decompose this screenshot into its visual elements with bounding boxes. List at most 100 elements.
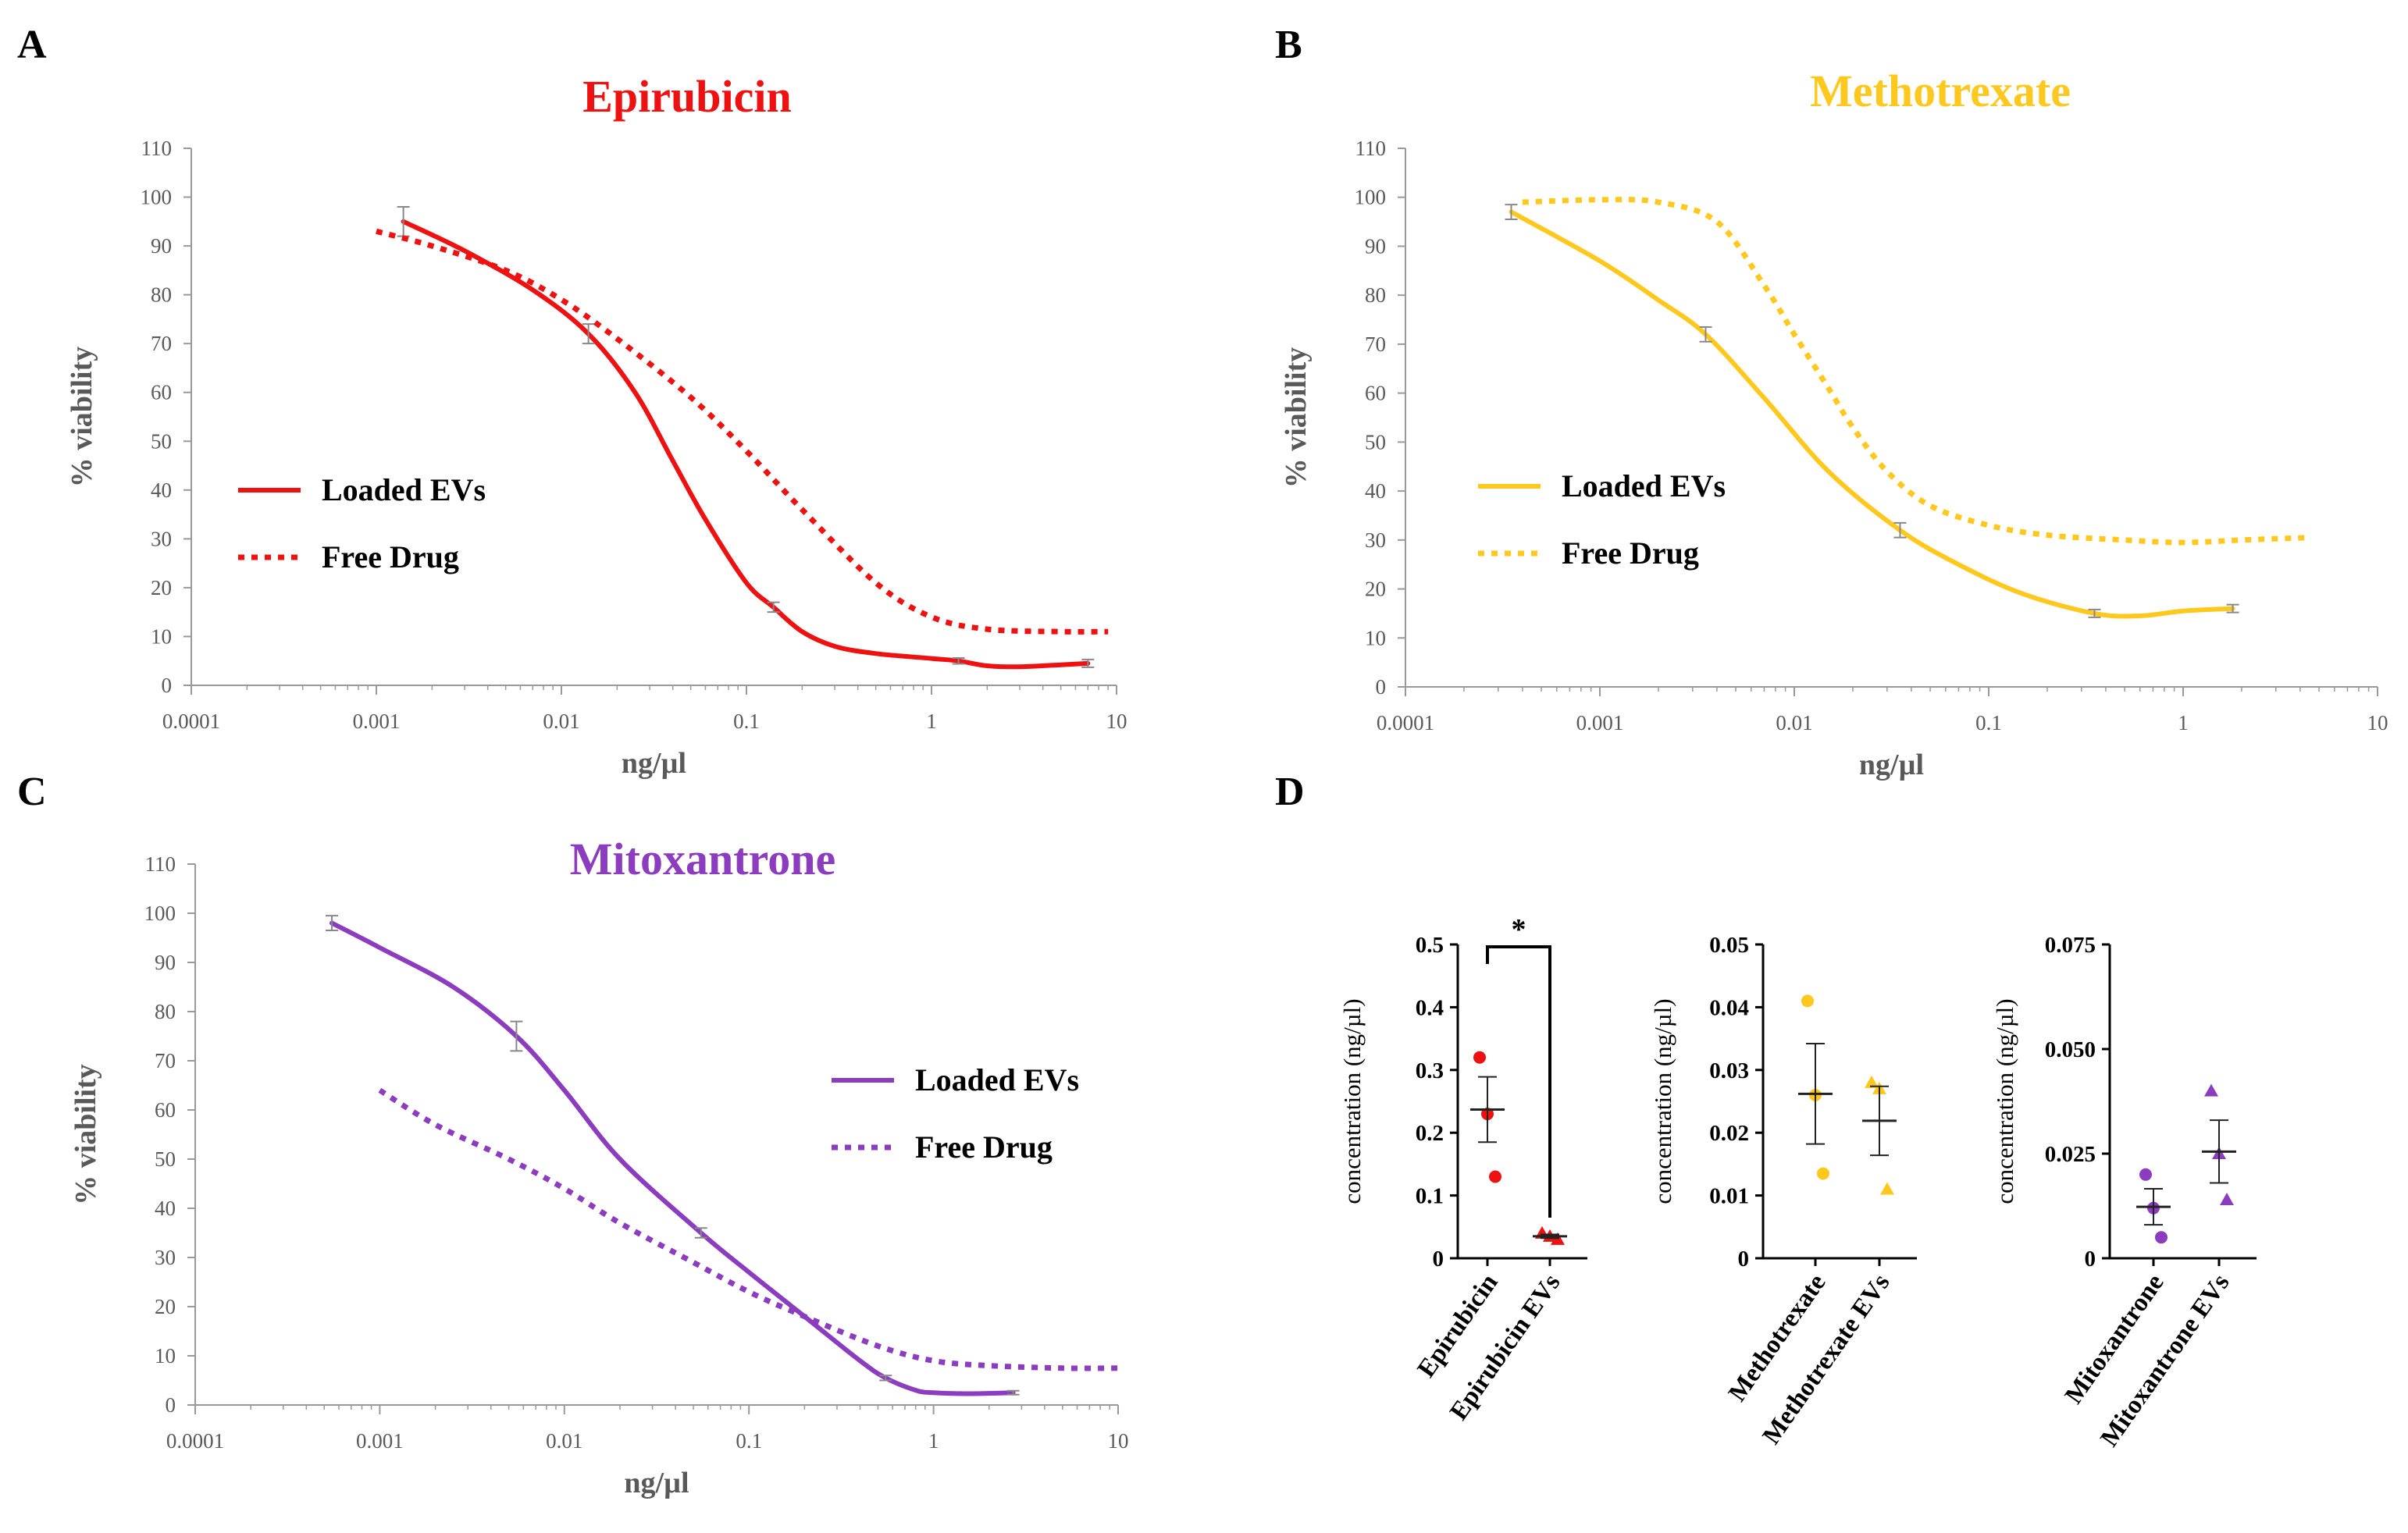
y-axis-label: concentration (ng/µl) — [1991, 998, 2018, 1204]
chart-d2: 0 0.01 0.02 0.03 0.04 0.05 concentration (ng/µ… — [1649, 933, 1917, 1449]
chart-d1: 0 0.1 0.2 0.3 0.4 0.5 concentration (ng/µl) Epi… — [1338, 913, 1587, 1425]
free-drug-curve — [378, 1087, 1119, 1371]
y-tick-label: 0.04 — [1709, 995, 1749, 1020]
y-axis-label: % viability — [1280, 347, 1313, 489]
y-axis-label: concentration (ng/µl) — [1649, 998, 1676, 1204]
y-tick-label: 70 — [151, 332, 172, 355]
x-tick-label: 0.1 — [733, 710, 760, 733]
y-tick-label: 30 — [1365, 528, 1386, 552]
y-tick-label: 40 — [151, 478, 172, 502]
significance-star: * — [1512, 913, 1526, 946]
y-tick-label: 10 — [151, 624, 172, 648]
x-tick-label: 1 — [928, 1429, 939, 1453]
y-tick-label: 0.1 — [1416, 1184, 1444, 1209]
y-tick-label: 60 — [1365, 382, 1386, 405]
y-tick-label: 0.050 — [2045, 1037, 2096, 1062]
chart-b: Methotrexate 0 10 20 30 40 50 60 70 80 90 100 110 0.0… — [1280, 66, 2388, 781]
y-tick-label: 10 — [155, 1344, 176, 1368]
y-tick-label: 0.025 — [2045, 1142, 2096, 1167]
y-tick-label: 0.075 — [2045, 933, 2096, 958]
y-tick-label: 110 — [1355, 137, 1387, 160]
y-tick-label: 90 — [1365, 234, 1386, 258]
x-tick-label: 0.01 — [1776, 711, 1812, 734]
x-tick-label: 0.001 — [356, 1429, 404, 1453]
data-point — [1880, 1182, 1894, 1195]
y-tick-label: 40 — [155, 1197, 176, 1220]
y-tick-label: 0.03 — [1709, 1058, 1749, 1083]
y-tick-label: 60 — [151, 381, 172, 404]
panel-letter-c: C — [17, 770, 47, 814]
y-tick-label: 10 — [1365, 626, 1386, 649]
x-axis-label: ng/µl — [1859, 749, 1924, 781]
y-tick-label: 30 — [155, 1246, 176, 1269]
panel-letter-d: D — [1275, 770, 1305, 814]
y-tick-label: 0 — [1376, 675, 1387, 699]
y-axis-label: % viability — [69, 1064, 102, 1205]
legend-label: Loaded EVs — [322, 472, 486, 507]
panel-letter-a: A — [17, 23, 47, 67]
legend-label: Loaded EVs — [1562, 468, 1726, 503]
y-tick-label: 20 — [155, 1295, 176, 1318]
y-tick-label: 0 — [162, 674, 173, 697]
y-tick-label: 70 — [1365, 333, 1386, 356]
legend-label: Free Drug — [322, 539, 459, 574]
x-tick-label: 0.01 — [543, 710, 579, 733]
data-point — [1817, 1167, 1829, 1180]
significance-bracket — [1486, 945, 1551, 1218]
y-tick-label: 0 — [1433, 1247, 1444, 1272]
x-axis-label: ng/µl — [624, 1467, 689, 1499]
y-tick-label: 50 — [1365, 430, 1386, 453]
y-axis-label: % viability — [66, 347, 98, 488]
y-tick-label: 30 — [151, 527, 172, 550]
loaded-evs-curve — [401, 219, 1091, 670]
x-tick-label: 0.001 — [353, 710, 401, 733]
x-tick-label: 1 — [926, 710, 937, 733]
y-tick-label: 90 — [151, 234, 172, 258]
panel-letter-b: B — [1275, 23, 1302, 67]
x-tick-label: 0.1 — [1975, 711, 2002, 734]
y-tick-label: 0 — [166, 1393, 176, 1417]
x-tick-label: 0.001 — [1576, 711, 1624, 734]
y-tick-label: 20 — [1365, 578, 1386, 601]
y-tick-label: 100 — [144, 902, 176, 925]
x-tick-label: 10 — [1108, 1429, 1129, 1453]
x-tick-label: 0.01 — [546, 1429, 582, 1453]
legend-label: Free Drug — [1562, 535, 1699, 571]
y-axis-label: concentration (ng/µl) — [1338, 998, 1366, 1204]
y-tick-label: 0.02 — [1709, 1121, 1749, 1146]
y-tick-label: 100 — [1355, 186, 1387, 209]
data-point — [2220, 1192, 2234, 1205]
chart-title: Methotrexate — [1810, 66, 2071, 116]
data-point — [1489, 1170, 1501, 1183]
data-point — [2155, 1231, 2168, 1244]
y-tick-label: 80 — [1365, 283, 1386, 307]
chart-title: Epirubicin — [582, 71, 792, 122]
y-tick-label: 0.2 — [1416, 1121, 1444, 1146]
loaded-evs-curve — [329, 920, 1016, 1396]
free-drug-curve — [1522, 197, 2310, 546]
y-tick-label: 0.4 — [1416, 995, 1444, 1020]
y-tick-label: 80 — [155, 1000, 176, 1023]
y-tick-label: 110 — [145, 852, 176, 876]
x-category-label: Epirubicin EVs — [1444, 1269, 1566, 1425]
x-axis-label: ng/µl — [622, 747, 686, 780]
y-tick-label: 20 — [151, 576, 172, 599]
y-tick-label: 60 — [155, 1098, 176, 1122]
y-tick-label: 0.5 — [1416, 933, 1444, 958]
x-tick-label: 0.0001 — [166, 1429, 224, 1453]
x-tick-label: 0.0001 — [162, 710, 220, 733]
data-point — [2204, 1083, 2218, 1097]
y-tick-label: 40 — [1365, 479, 1386, 503]
chart-title: Mitoxantrone — [570, 834, 835, 884]
y-tick-label: 50 — [155, 1147, 176, 1171]
y-tick-label: 80 — [151, 283, 172, 307]
y-tick-label: 70 — [155, 1049, 176, 1072]
x-tick-label: 10 — [2367, 711, 2388, 734]
y-tick-label: 0.01 — [1709, 1184, 1749, 1209]
x-tick-label: 0.0001 — [1377, 711, 1434, 734]
data-point — [2139, 1168, 2152, 1181]
free-drug-curve — [376, 228, 1109, 635]
y-tick-label: 110 — [141, 137, 173, 160]
